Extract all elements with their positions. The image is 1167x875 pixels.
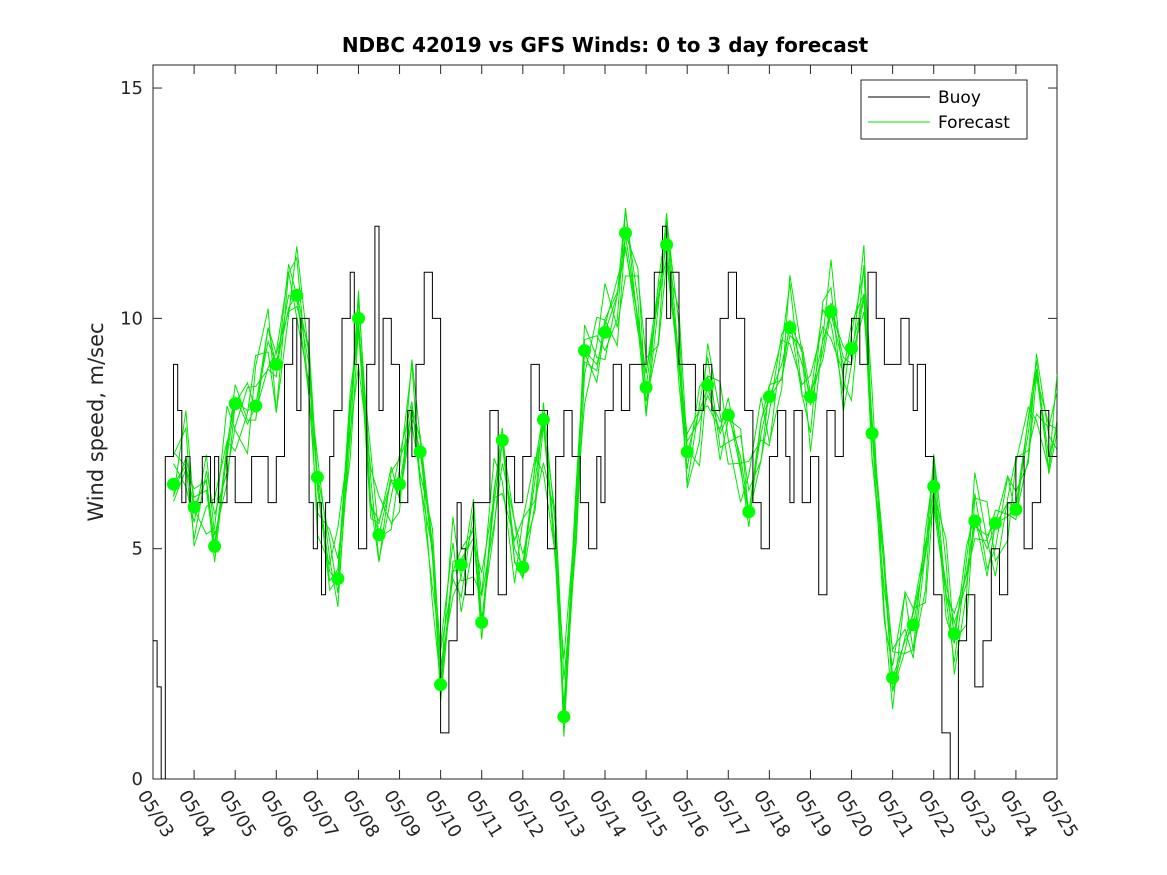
buoy-line: [153, 225, 1057, 779]
forecast-marker: [495, 433, 509, 447]
x-tick-label: 05/12: [503, 787, 548, 842]
forecast-marker: [228, 397, 242, 411]
forecast-marker: [783, 321, 797, 335]
forecast-marker: [947, 627, 961, 641]
y-tick-label: 5: [132, 539, 143, 560]
forecast-marker: [454, 558, 468, 572]
forecast-marker: [660, 238, 674, 252]
forecast-marker: [434, 678, 448, 692]
forecast-marker: [352, 311, 365, 325]
y-tick-label: 10: [120, 308, 143, 329]
x-tick-label: 05/19: [790, 787, 835, 842]
forecast-marker: [804, 390, 817, 404]
x-tick-label: 05/14: [585, 787, 630, 842]
forecast-marker: [1009, 503, 1023, 516]
forecast-marker: [639, 381, 653, 394]
forecast-marker: [413, 445, 427, 459]
forecast-marker: [742, 505, 756, 519]
forecast-marker: [372, 528, 386, 542]
legend: Buoy Forecast: [860, 79, 1028, 140]
forecast-marker: [475, 615, 489, 629]
forecast-marker: [187, 500, 201, 514]
y-axis-label: Wind speed, m/sec: [84, 322, 108, 521]
x-tick-label: 05/21: [872, 787, 917, 842]
x-tick-label: 05/22: [913, 787, 958, 842]
x-tick-label: 05/11: [461, 787, 506, 842]
forecast-marker: [968, 514, 982, 528]
forecast-marker: [557, 710, 571, 724]
forecast-marker: [824, 304, 838, 318]
forecast-marker: [269, 357, 283, 371]
forecast-marker: [906, 618, 920, 632]
x-tick-label: 05/23: [955, 787, 1000, 842]
forecast-marker: [290, 288, 304, 302]
chart-title: NDBC 42019 vs GFS Winds: 0 to 3 day fore…: [342, 33, 869, 57]
forecast-marker: [167, 477, 180, 491]
x-tick-label: 05/24: [996, 787, 1041, 842]
forecast-marker: [578, 344, 591, 358]
y-tick-label: 0: [132, 769, 143, 790]
buoy-line-path: [153, 225, 1057, 779]
forecast-marker: [721, 408, 735, 422]
y-axis: 0 5 10 15: [120, 78, 1057, 790]
x-tick-label: 05/18: [749, 787, 794, 842]
forecast-marker: [927, 480, 941, 493]
x-tick-label: 05/03: [133, 787, 178, 842]
legend-box: [860, 79, 1028, 140]
forecast-marker: [886, 671, 900, 685]
x-tick-label: 05/15: [626, 787, 671, 842]
forecast-marker: [208, 539, 222, 553]
forecast-marker: [536, 413, 550, 427]
x-tick-label: 05/25: [1037, 787, 1082, 842]
legend-label-forecast: Forecast: [938, 113, 1010, 133]
forecast-line: [173, 207, 1057, 737]
x-tick-label: 05/09: [379, 787, 424, 842]
x-tick-label: 05/10: [420, 787, 465, 842]
forecast-marker: [845, 341, 858, 355]
x-tick-label: 05/13: [544, 787, 589, 842]
x-tick-label: 05/07: [297, 787, 342, 842]
x-tick-label: 05/05: [215, 787, 260, 842]
x-tick-label: 05/04: [174, 787, 219, 842]
x-tick-label: 05/08: [338, 787, 383, 842]
legend-label-buoy: Buoy: [938, 88, 981, 108]
y-tick-label: 15: [120, 78, 143, 99]
x-tick-label: 05/06: [256, 787, 301, 842]
forecast-marker: [865, 427, 879, 440]
forecast-marker: [310, 470, 324, 484]
x-tick-label: 05/20: [831, 787, 876, 842]
forecast-marker: [701, 378, 715, 392]
forecast-marker: [393, 477, 406, 491]
forecast-markers: [167, 226, 1023, 724]
forecast-marker: [988, 516, 1002, 530]
x-tick-label: 05/17: [708, 787, 753, 842]
forecast-marker: [619, 226, 632, 240]
forecast-marker: [680, 445, 694, 459]
forecast-marker: [249, 399, 263, 413]
forecast-marker: [598, 325, 612, 339]
forecast-marker: [762, 390, 776, 404]
forecast-line: [173, 210, 1057, 718]
x-tick-label: 05/16: [667, 787, 712, 842]
forecast-marker: [331, 572, 345, 586]
forecast-marker: [516, 560, 530, 574]
